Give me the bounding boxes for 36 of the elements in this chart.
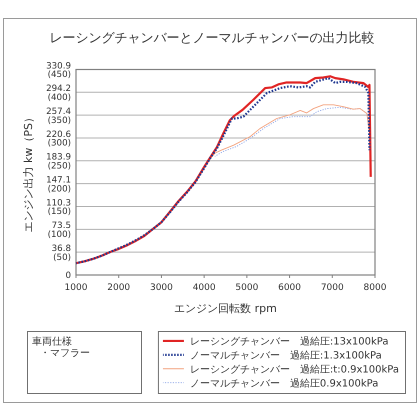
y2-tick-label: (300) bbox=[48, 138, 71, 149]
legend-label: レーシングチャンバー 過給圧:t:0.9x100kPa bbox=[190, 363, 399, 376]
y-tick-label: 0 bbox=[65, 271, 71, 282]
y2-tick-label: (200) bbox=[48, 184, 71, 194]
legend-label: ノーマルチャンバー 過給圧:1.3x100kPa bbox=[190, 349, 382, 362]
y-tick-label: 294.2 bbox=[46, 84, 71, 94]
legend-label: レーシングチャンバー 過給圧:13x100kPa bbox=[190, 336, 389, 348]
x-tick-label: 6000 bbox=[278, 283, 302, 293]
x-axis-title: エンジン回転数 rpm bbox=[174, 302, 277, 315]
x-tick-label: 5000 bbox=[235, 283, 259, 293]
y-tick-label: 220.6 bbox=[46, 130, 71, 140]
y-tick-label: 36.8 bbox=[52, 244, 71, 254]
y2-tick-label: (150) bbox=[48, 207, 71, 218]
y-tick-label: 147.1 bbox=[46, 175, 71, 186]
y-tick-label: 183.9 bbox=[46, 152, 71, 163]
notes: 車両仕様 ・マフラー bbox=[27, 331, 142, 394]
x-tick-label: 7000 bbox=[320, 283, 344, 293]
x-tick-label: 2000 bbox=[107, 283, 130, 293]
y2-tick-label: (50) bbox=[53, 252, 71, 263]
y2-tick-label: (250) bbox=[48, 161, 71, 172]
y2-tick-label: (100) bbox=[48, 230, 71, 240]
line-series bbox=[214, 106, 370, 157]
y-axis-title: エンジン出力 kw（PS） bbox=[22, 112, 35, 232]
y2-tick-label: (350) bbox=[48, 116, 71, 126]
y-tick-label: 110.3 bbox=[46, 198, 71, 208]
y-tick-label: 73.5 bbox=[52, 221, 71, 232]
x-tick-label: 1000 bbox=[64, 283, 88, 293]
y-tick-label: 330.9 bbox=[46, 61, 71, 72]
x-tick-label: 4000 bbox=[192, 283, 216, 293]
y2-tick-label: (400) bbox=[48, 92, 71, 103]
y-tick-label: 257.4 bbox=[46, 106, 72, 117]
x-tick-label: 8000 bbox=[364, 283, 387, 293]
chart-title: レーシングチャンバーとノーマルチャンバーの出力比較 bbox=[50, 31, 374, 46]
y2-tick-label: (450) bbox=[48, 70, 71, 80]
legend-label: ノーマルチャンバー 過給圧0.9x100kPa bbox=[190, 377, 378, 390]
x-tick-label: 3000 bbox=[150, 283, 174, 293]
